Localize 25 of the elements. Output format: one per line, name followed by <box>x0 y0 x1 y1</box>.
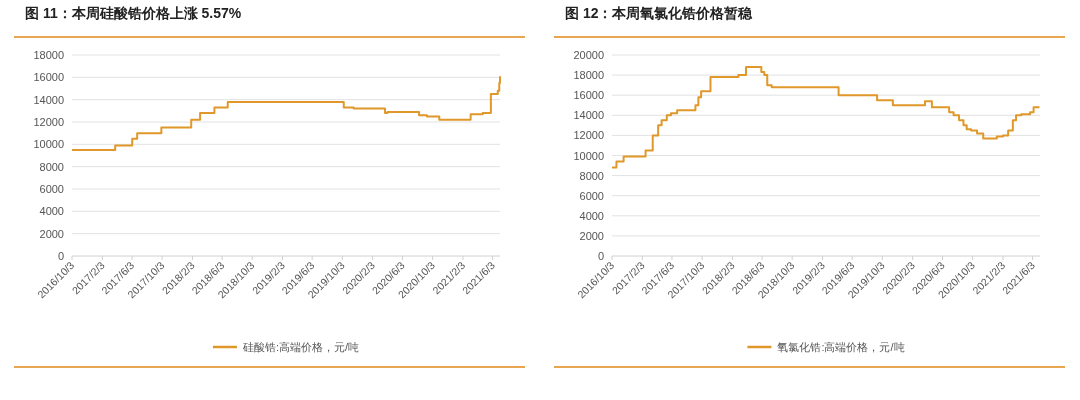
legend-label: 硅酸锆:高端价格，元/吨 <box>241 341 360 353</box>
y-tick-label: 14000 <box>33 93 64 106</box>
y-tick-label: 4000 <box>39 205 64 218</box>
y-tick-label: 8000 <box>39 160 64 173</box>
y-tick-label: 0 <box>57 250 64 262</box>
y-tick-label: 10000 <box>573 149 604 162</box>
y-tick-label: 16000 <box>573 89 604 102</box>
chart-title: 图 12：本周氧氯化锆价格暂稳 <box>565 5 754 21</box>
chart-title: 图 11：本周硅酸锆价格上涨 5.57% <box>25 5 242 21</box>
y-tick-label: 18000 <box>573 69 604 82</box>
legend-label: 氧氯化锆:高端价格，元/吨 <box>777 341 905 353</box>
y-tick-label: 18000 <box>33 49 64 61</box>
y-tick-label: 20000 <box>573 49 604 61</box>
y-tick-label: 8000 <box>579 169 604 182</box>
y-tick-label: 6000 <box>579 189 604 202</box>
y-tick-label: 2000 <box>579 229 604 242</box>
y-tick-label: 4000 <box>579 209 604 222</box>
y-tick-label: 12000 <box>33 116 64 128</box>
y-tick-label: 6000 <box>39 183 64 195</box>
y-tick-label: 10000 <box>33 138 64 151</box>
y-tick-label: 2000 <box>39 227 64 240</box>
y-tick-label: 14000 <box>573 109 604 122</box>
y-tick-label: 0 <box>597 250 604 262</box>
y-tick-label: 12000 <box>573 129 604 142</box>
y-tick-label: 16000 <box>33 71 64 84</box>
